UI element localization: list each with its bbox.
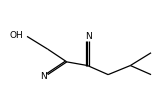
Text: N: N [85, 32, 92, 41]
Text: OH: OH [10, 31, 24, 39]
Text: N: N [40, 72, 47, 81]
